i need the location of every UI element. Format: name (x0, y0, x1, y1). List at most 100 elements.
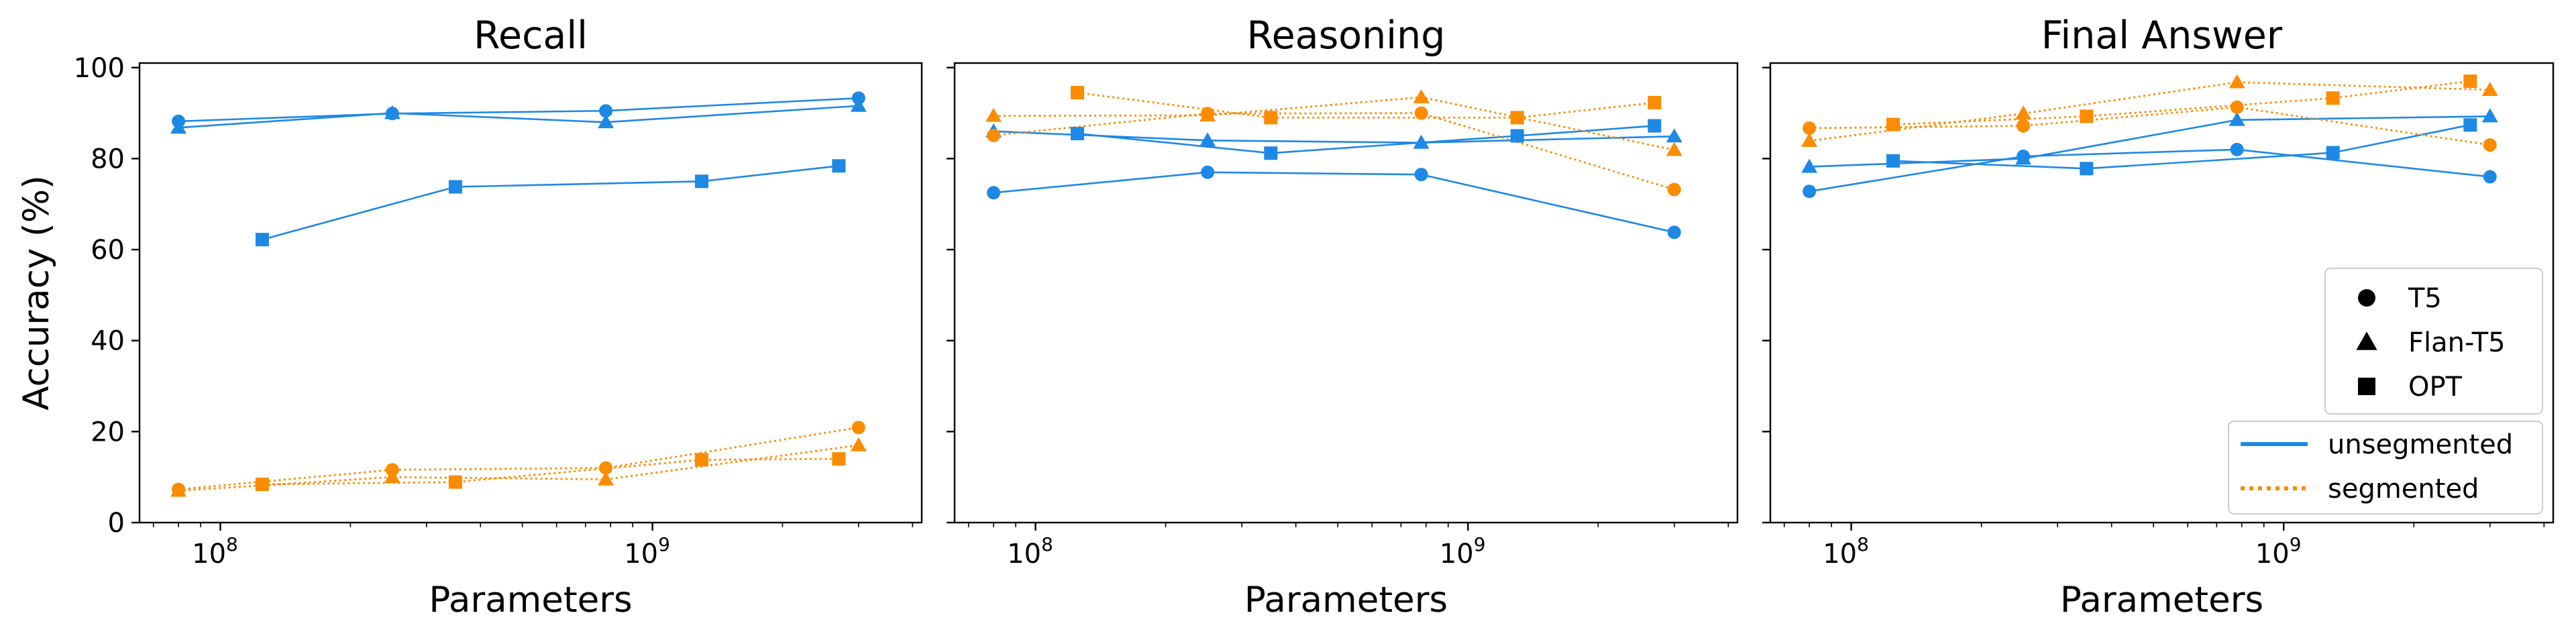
data-point-flan-t5-segmented (1801, 132, 1818, 147)
data-point-opt-unsegmented (694, 174, 708, 189)
panel-title: Recall (474, 13, 588, 58)
axes-frame (138, 62, 923, 524)
x-tick-label: 108 (1007, 533, 1053, 570)
data-point-opt-unsegmented (1510, 129, 1524, 143)
data-point-t5-segmented (1803, 121, 1817, 135)
series-line-t5-segmented (178, 426, 859, 490)
y-tick-label: 40 (91, 326, 125, 357)
data-point-opt-unsegmented (2080, 162, 2094, 176)
data-point-opt-segmented (2326, 91, 2340, 105)
data-point-t5-unsegmented (1803, 184, 1817, 199)
data-point-t5-unsegmented (987, 186, 1001, 200)
series-line-flan-t5-segmented (178, 444, 859, 492)
x-tick-label: 109 (1440, 533, 1486, 570)
legend-label: T5 (2408, 283, 2442, 314)
data-point-opt-segmented (2080, 109, 2094, 123)
series-line-t5-unsegmented (993, 171, 1675, 233)
data-point-opt-segmented (1886, 117, 1900, 131)
data-point-flan-t5-unsegmented (384, 105, 400, 119)
data-point-flan-t5-segmented (170, 482, 187, 497)
series-line-flan-t5-unsegmented (1809, 115, 2490, 168)
data-point-flan-t5-unsegmented (2481, 108, 2498, 123)
data-point-flan-t5-segmented (2481, 82, 2498, 97)
y-tick-label: 60 (91, 235, 125, 266)
x-tick-label: 109 (624, 533, 670, 570)
data-point-t5-unsegmented (2483, 170, 2497, 184)
series-line-opt-segmented (262, 458, 839, 486)
data-point-flan-t5-unsegmented (170, 119, 187, 134)
data-point-opt-segmented (448, 475, 462, 489)
panel-recall: 0 20 40 60 80 100 108 109 Recall Parameters (74, 13, 923, 621)
data-point-flan-t5-segmented (1413, 89, 1430, 103)
data-point-flan-t5-unsegmented (1801, 158, 1818, 173)
series-line-opt-segmented (1893, 80, 2471, 125)
data-point-flan-t5-unsegmented (1199, 132, 1216, 147)
legend-marker-circle (2358, 289, 2375, 307)
data-point-t5-unsegmented (2230, 142, 2244, 156)
data-point-opt-unsegmented (832, 159, 846, 173)
data-point-opt-segmented (2463, 74, 2477, 89)
data-point-t5-unsegmented (1414, 168, 1428, 182)
data-point-t5-unsegmented (1201, 165, 1215, 179)
data-point-opt-unsegmented (448, 180, 462, 194)
series-line-t5-segmented (1809, 106, 2491, 146)
panel-title: Reasoning (1247, 13, 1446, 58)
series-line-flan-t5-unsegmented (178, 105, 859, 129)
legend-marker-triangle (2356, 331, 2377, 350)
data-point-flan-t5-unsegmented (598, 114, 614, 129)
data-point-flan-t5-unsegmented (2015, 150, 2032, 165)
data-point-opt-unsegmented (2326, 146, 2340, 160)
data-point-opt-segmented (1510, 111, 1524, 125)
data-point-opt-segmented (1071, 86, 1085, 100)
data-point-t5-segmented (2230, 100, 2244, 114)
y-tick-label: 20 (91, 417, 125, 447)
y-axis-label: Accuracy (%) (16, 175, 57, 411)
axes-frame (953, 62, 1739, 524)
x-tick-label: 108 (1823, 533, 1869, 570)
x-axis-label: Parameters (2060, 580, 2263, 621)
series-line-flan-t5-segmented (994, 96, 1675, 151)
legend-models-box (2324, 268, 2543, 415)
data-point-flan-t5-segmented (598, 471, 614, 486)
data-point-flan-t5-segmented (1199, 107, 1216, 121)
data-point-flan-t5-segmented (850, 437, 867, 451)
panel-title: Final Answer (2041, 13, 2283, 58)
data-point-opt-unsegmented (2463, 118, 2477, 132)
data-point-flan-t5-segmented (985, 107, 1002, 122)
series-line-flan-t5-unsegmented (994, 130, 1674, 144)
data-point-opt-segmented (1648, 96, 1662, 110)
data-point-opt-unsegmented (1264, 146, 1278, 160)
data-point-t5-unsegmented (599, 104, 613, 118)
x-tick-label: 108 (192, 533, 238, 570)
data-point-t5-segmented (599, 461, 613, 475)
legend-label: Flan-T5 (2408, 327, 2506, 358)
data-point-flan-t5-segmented (384, 469, 400, 484)
data-point-opt-segmented (1264, 111, 1278, 125)
y-tick-label: 0 (108, 508, 125, 539)
series-line-t5-unsegmented (1809, 148, 2490, 193)
data-point-opt-unsegmented (1071, 127, 1085, 141)
panel-final-answer: 108 109 Final Answer Parameters (1762, 13, 2555, 621)
series-line-t5-unsegmented (178, 97, 859, 123)
y-tick-label: 80 (91, 144, 125, 174)
axes-frame (1769, 62, 2555, 524)
data-point-t5-segmented (851, 421, 865, 435)
series-line-flan-t5-segmented (1809, 81, 2490, 142)
legend: T5 Flan-T5 OPT unsegmented segmented (2228, 268, 2543, 515)
data-point-opt-segmented (832, 452, 846, 466)
legend-marker-square (2358, 378, 2375, 395)
data-point-flan-t5-segmented (1666, 142, 1682, 156)
data-point-opt-unsegmented (1648, 119, 1662, 133)
x-axis-label: Parameters (429, 580, 632, 621)
data-point-t5-segmented (1667, 182, 1681, 197)
data-point-flan-t5-unsegmented (1666, 128, 1682, 143)
data-point-flan-t5-segmented (2015, 105, 2032, 120)
data-point-opt-unsegmented (255, 233, 269, 247)
x-tick-label: 109 (2255, 533, 2302, 570)
data-point-opt-segmented (255, 478, 269, 492)
legend-label: segmented (2328, 474, 2479, 504)
legend-label: OPT (2408, 372, 2463, 402)
y-tick-label: 100 (74, 53, 125, 84)
data-point-t5-segmented (2017, 119, 2031, 133)
